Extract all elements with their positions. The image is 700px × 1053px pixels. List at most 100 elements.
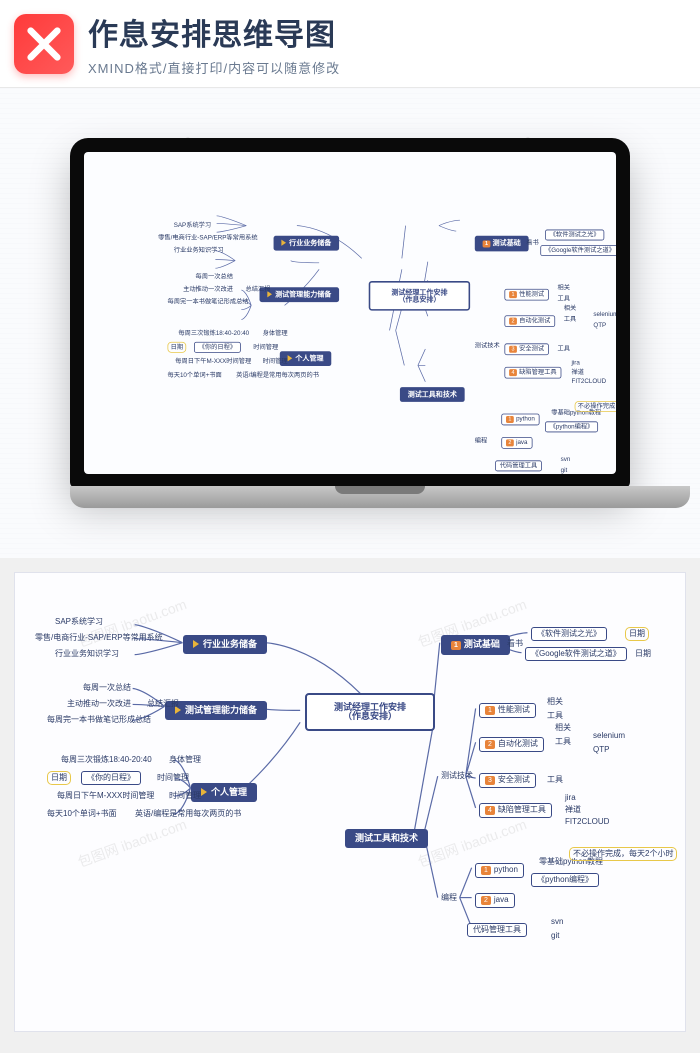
mindmap-node: 3安全测试 (479, 773, 536, 788)
mindmap-node: 禅道 (570, 368, 586, 376)
laptop-screen: 测试经理工作安排（作息安排） 行业业务储备 SAP系统学习零售/电商行业-SAP/E… (70, 138, 630, 488)
mindmap-node: 行业业务知识学习 (53, 649, 121, 659)
center-line2: （作息安排） (319, 712, 421, 721)
mindmap-node: 每周三次锻炼18:40-20:40 (59, 755, 154, 765)
mindmap-node: 《你的日程》 (81, 771, 141, 785)
mindmap-node: 时间管理 (252, 343, 280, 351)
mindmap-node: 不必操作完成，每天2个小时 (571, 849, 675, 859)
mindmap-node: QTP (591, 745, 611, 755)
laptop-preview-section: 包图网 ibaotu.com 包图网 ibaotu.com 包图网 ibaotu… (0, 88, 700, 558)
mindmap-node: 4缺陷管理工具 (504, 367, 561, 379)
mindmap-node: 行业业务储备 (274, 236, 340, 251)
mindmap-node: 英语/编程是常用每次两页的书 (235, 372, 321, 380)
badge-number: 4 (485, 806, 495, 815)
mindmap-node: 工具 (556, 345, 572, 353)
mindmap-node: 主动推动一次改进 (182, 286, 235, 294)
mindmap-node: git (549, 931, 561, 941)
badge-number: 2 (509, 318, 517, 325)
mindmap-node: 相关 (562, 304, 578, 312)
mindmap-node: FIT2CLOUD (563, 817, 611, 827)
mindmap-node: 1测试基础 (475, 236, 529, 252)
mindmap-node: SAP系统学习 (172, 222, 213, 230)
mindmap-node: 编程 (439, 893, 459, 903)
mindmap-node: 相关 (556, 284, 572, 292)
mindmap-node: 行业业务知识学习 (172, 247, 225, 255)
mindmap-node: 2java (475, 893, 515, 908)
mindmap-node: 工具 (553, 737, 573, 747)
badge-number: 1 (509, 291, 517, 298)
badge-number: 4 (509, 369, 517, 376)
mindmap-node: 《Google软件测试之道》 (540, 245, 616, 256)
header-text-block: 作息安排思维导图 XMIND格式/直接打印/内容可以随意修改 (88, 10, 686, 77)
mindmap-node: 相关 (553, 723, 573, 733)
badge-number: 3 (485, 776, 495, 785)
mindmap-node: 每周一次总结 (81, 683, 133, 693)
triangle-icon (281, 240, 286, 246)
mindmap-node: 日期 (627, 629, 647, 639)
mindmap-node: 日期 (169, 343, 185, 351)
mindmap-node: 零售/电商行业-SAP/ERP等常用系统 (33, 633, 165, 643)
badge-number: 1 (485, 706, 495, 715)
mindmap-center-node: 测试经理工作安排（作息安排） (305, 693, 435, 731)
mindmap-node: 主动推动一次改进 (65, 699, 133, 709)
mindmap-node: 零售/电商行业-SAP/ERP等常用系统 (157, 234, 260, 242)
laptop-display: 测试经理工作安排（作息安排） 行业业务储备 SAP系统学习零售/电商行业-SAP/E… (84, 152, 616, 474)
mindmap-node: 时间管理 (155, 773, 191, 783)
mindmap-node: 工具 (556, 295, 572, 303)
mindmap-node: 总结汇报 (145, 699, 181, 709)
mindmap-node: 每天10个单词+书面 (166, 372, 223, 380)
center-line2: （作息安排） (380, 296, 460, 303)
mindmap-node: 每周完一本书做笔记形成总结 (45, 715, 153, 725)
mindmap-node: jira (570, 359, 581, 367)
page-subtitle: XMIND格式/直接打印/内容可以随意修改 (88, 58, 686, 77)
mindmap-full-panel: 包图网 ibaotu.com 包图网 ibaotu.com 包图网 ibaotu… (14, 572, 686, 1032)
mindmap-node: 看书 (505, 639, 525, 649)
mindmap-node: 看书 (525, 239, 541, 247)
mindmap-node: 3安全测试 (504, 343, 548, 355)
mindmap-node: 每天10个单词+书面 (45, 809, 119, 819)
mindmap-node: 身体管理 (167, 755, 203, 765)
mindmap-node: 《软件测试之光》 (545, 230, 604, 241)
mindmap-node: 编程 (473, 437, 489, 445)
badge-number: 2 (485, 740, 495, 749)
page-title: 作息安排思维导图 (88, 10, 686, 54)
mindmap-node: 不必操作完成，每天2个小时 (576, 403, 616, 411)
mindmap-node: 时间管理 (261, 357, 289, 365)
mindmap-node: 《Google软件测试之道》 (525, 647, 627, 661)
mindmap-preview-small: 测试经理工作安排（作息安排） 行业业务储备 SAP系统学习零售/电商行业-SAP/E… (143, 187, 558, 438)
mindmap-node: 工具 (562, 315, 578, 323)
mindmap-node: 每周完一本书做笔记形成总结 (166, 298, 250, 306)
triangle-icon (193, 640, 199, 648)
mindmap-node: 每周一次总结 (194, 273, 235, 281)
mindmap-node: 工具 (545, 775, 565, 785)
badge-number: 1 (481, 866, 491, 875)
mindmap-node: 2自动化测试 (504, 315, 555, 327)
laptop-base (70, 486, 690, 508)
badge-number: 2 (506, 439, 514, 446)
mindmap-node: 代码管理工具 (467, 923, 527, 937)
badge-number: 1 (506, 416, 514, 423)
mindmap-node: svn (549, 917, 565, 927)
template-header: 作息安排思维导图 XMIND格式/直接打印/内容可以随意修改 (0, 0, 700, 88)
mindmap-node: SAP系统学习 (53, 617, 105, 627)
mindmap-node: 英语/编程是常用每次两页的书 (133, 809, 243, 819)
mindmap-node: 测试工具和技术 (400, 387, 465, 402)
laptop-trackpad-notch (335, 486, 425, 494)
mindmap-node: 1python (475, 863, 524, 878)
mindmap-node: 4缺陷管理工具 (479, 803, 552, 818)
mindmap-node: 每周日下午M-XXX时间管理 (55, 791, 156, 801)
mindmap-node: 测试技术 (439, 771, 475, 781)
mindmap-node: 每周日下午M-XXX时间管理 (174, 357, 253, 365)
mindmap-node: svn (559, 456, 572, 464)
mindmap-node: jira (563, 793, 578, 803)
mindmap-node: 1python (501, 414, 539, 426)
mindmap-node: 《python编程》 (531, 873, 599, 887)
mindmap-node: 测试技术 (473, 342, 501, 350)
mindmap-node: 2java (501, 437, 532, 449)
badge-number: 3 (509, 346, 517, 353)
mindmap-node: 身体管理 (261, 329, 289, 337)
mindmap-node: 《python编程》 (545, 421, 598, 432)
mindmap-node: FIT2CLOUD (570, 378, 608, 386)
mindmap-center-node: 测试经理工作安排（作息安排） (369, 281, 470, 311)
mindmap-node: 时间管理 (167, 791, 203, 801)
